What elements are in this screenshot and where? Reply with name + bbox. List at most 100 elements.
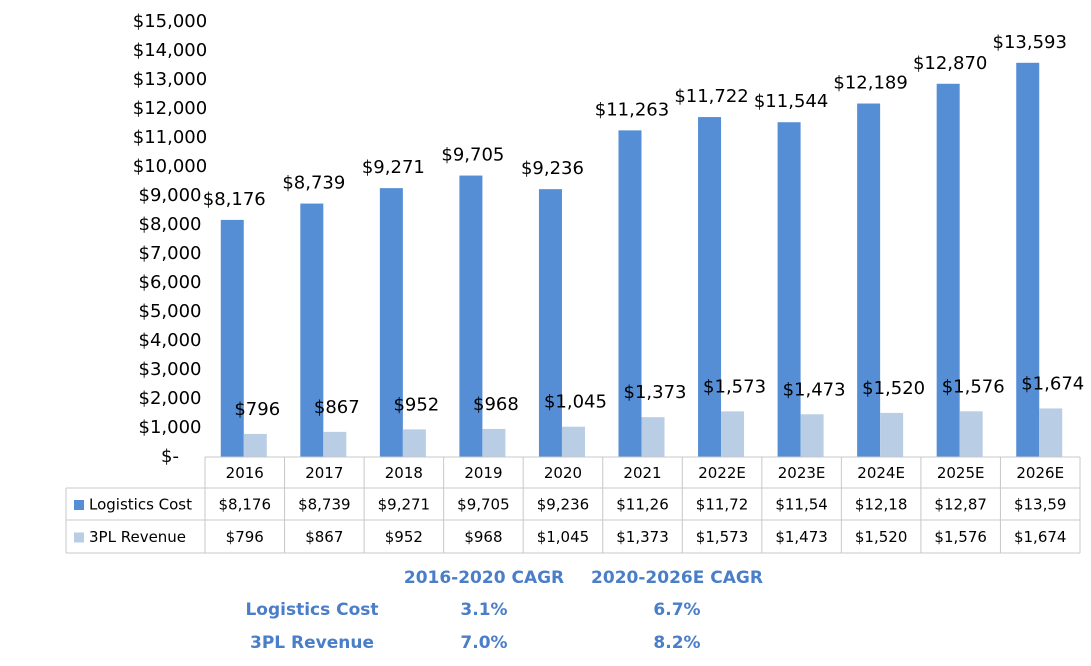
bar [1016, 62, 1040, 457]
x-tick-label: 2020 [544, 464, 582, 482]
y-tick-label: $8,000 [139, 214, 202, 235]
table-cell: $13,59 [1014, 496, 1067, 514]
bar [618, 130, 642, 458]
data-label: $1,573 [703, 376, 766, 397]
data-label: $968 [473, 394, 519, 415]
bar [800, 414, 824, 457]
data-label: $9,705 [441, 145, 504, 166]
bar [300, 203, 324, 457]
cagr-value: 3.1% [460, 600, 507, 620]
table-cell: $1,520 [855, 528, 908, 546]
cagr-row-label: Logistics Cost [245, 600, 378, 620]
data-label: $867 [314, 397, 360, 418]
data-label: $12,189 [833, 73, 907, 94]
bar [323, 431, 347, 457]
data-label: $9,236 [521, 158, 584, 179]
data-label: $1,373 [624, 382, 687, 403]
x-tick-label: 2017 [305, 464, 343, 482]
legend-label: Logistics Cost [89, 496, 192, 514]
table-cell: $11,72 [696, 496, 749, 514]
table-cell: $1,573 [696, 528, 749, 546]
bar [641, 417, 665, 457]
bar [959, 411, 983, 457]
table-cell: $11,54 [775, 496, 828, 514]
table-cell: $1,473 [775, 528, 828, 546]
y-tick-label: $10,000 [133, 156, 207, 177]
y-tick-label: $7,000 [139, 243, 202, 264]
cagr-header: 2016-2020 CAGR [404, 568, 564, 588]
cagr-value: 8.2% [653, 633, 700, 653]
table-cell: $12,18 [855, 496, 908, 514]
x-tick-label: 2019 [464, 464, 502, 482]
data-label: $11,263 [595, 99, 669, 120]
table-cell: $8,739 [298, 496, 351, 514]
table-cell: $8,176 [219, 496, 272, 514]
table-cell: $9,236 [537, 496, 590, 514]
table-cell: $12,87 [934, 496, 987, 514]
y-tick-label: $14,000 [133, 40, 207, 61]
y-tick-label: $15,000 [133, 11, 207, 32]
bar [379, 188, 403, 458]
bar [538, 189, 562, 457]
data-label: $13,593 [993, 32, 1067, 53]
y-tick-label: $12,000 [133, 98, 207, 119]
x-tick-label: 2021 [623, 464, 661, 482]
bar [777, 122, 801, 457]
table-cell: $1,576 [934, 528, 987, 546]
y-tick-label: $- [161, 446, 179, 467]
bar [698, 117, 722, 457]
x-tick-label: 2016 [226, 464, 264, 482]
bar [459, 175, 483, 457]
y-tick-label: $4,000 [139, 330, 202, 351]
data-label: $12,870 [913, 53, 987, 74]
bar [936, 83, 960, 458]
y-tick-label: $13,000 [133, 69, 207, 90]
y-tick-label: $6,000 [139, 272, 202, 293]
bar [857, 103, 881, 458]
table-cell: $867 [305, 528, 343, 546]
y-tick-label: $11,000 [133, 127, 207, 148]
x-tick-label: 2025E [937, 464, 985, 482]
x-tick-label: 2022E [698, 464, 746, 482]
data-label: $9,271 [362, 157, 425, 178]
legend-label: 3PL Revenue [89, 528, 186, 546]
y-tick-label: $9,000 [139, 185, 202, 206]
data-label: $8,176 [203, 189, 266, 210]
table-cell: $9,271 [378, 496, 431, 514]
data-label: $11,544 [754, 91, 828, 112]
cagr-value: 7.0% [460, 633, 507, 653]
data-label: $1,674 [1021, 373, 1084, 394]
table-cell: $1,373 [616, 528, 669, 546]
table-cell: $1,674 [1014, 528, 1067, 546]
cagr-value: 6.7% [653, 600, 700, 620]
table-cell: $9,705 [457, 496, 510, 514]
data-label: $1,473 [783, 379, 846, 400]
data-label: $8,739 [282, 173, 345, 194]
data-label: $1,520 [862, 378, 925, 399]
x-tick-label: 2024E [857, 464, 905, 482]
data-label: $1,576 [942, 376, 1005, 397]
legend-swatch [74, 500, 84, 510]
data-label: $952 [393, 394, 439, 415]
table-cell: $968 [464, 528, 502, 546]
data-label: $796 [234, 399, 280, 420]
bar [220, 219, 244, 457]
x-tick-label: 2018 [385, 464, 423, 482]
bar [243, 433, 267, 457]
table-cell: $796 [226, 528, 264, 546]
data-label: $1,045 [544, 392, 607, 413]
x-tick-label: 2026E [1016, 464, 1064, 482]
bar [561, 426, 585, 457]
bar [402, 429, 426, 457]
cagr-row-label: 3PL Revenue [250, 633, 374, 653]
data-label: $11,722 [674, 86, 748, 107]
table-cell: $1,045 [537, 528, 590, 546]
y-tick-label: $5,000 [139, 301, 202, 322]
y-tick-label: $2,000 [139, 388, 202, 409]
bar [1039, 408, 1063, 457]
legend-swatch [74, 532, 84, 543]
y-tick-label: $3,000 [139, 359, 202, 380]
y-tick-label: $1,000 [139, 417, 202, 438]
table-cell: $11,26 [616, 496, 669, 514]
